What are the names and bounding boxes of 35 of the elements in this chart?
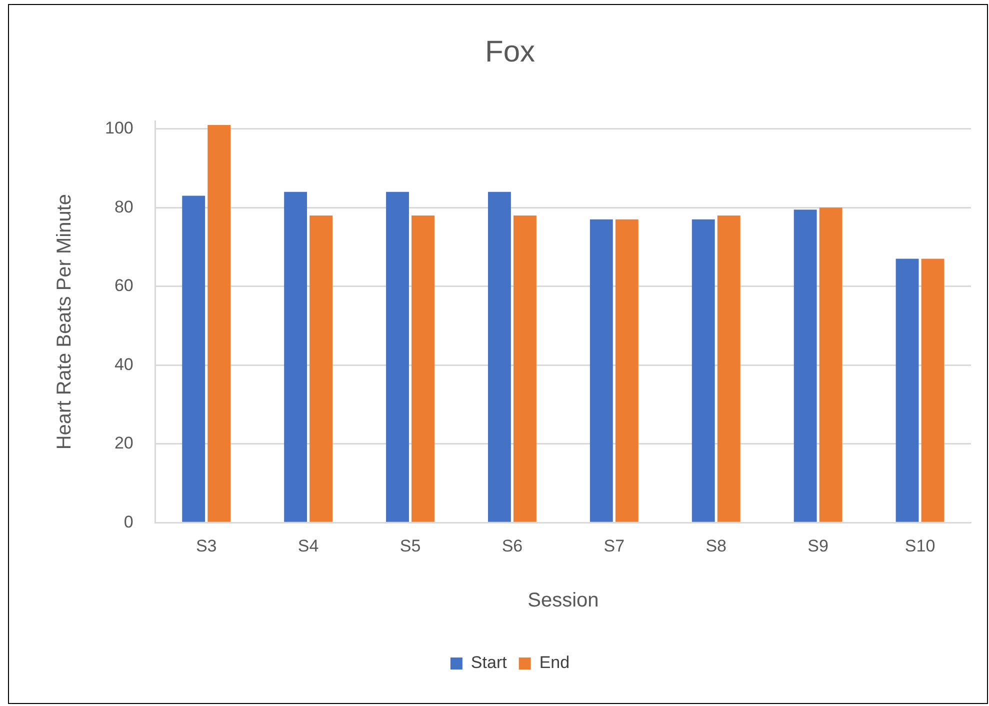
x-tick-label: S10: [904, 536, 936, 556]
y-tick-label: 100: [104, 118, 134, 138]
bar: [513, 215, 536, 522]
x-tick-label: S5: [400, 536, 421, 556]
y-tick-label: 40: [114, 354, 134, 374]
bar: [921, 258, 944, 522]
legend-label: Start: [470, 653, 508, 672]
x-tick-label: S3: [196, 536, 217, 556]
x-tick-label: S4: [298, 536, 319, 556]
bar: [615, 219, 638, 522]
legend-label: End: [539, 653, 570, 672]
x-tick-label: S9: [808, 536, 828, 556]
bar: [284, 192, 308, 522]
bar: [590, 219, 613, 522]
bar: [794, 210, 817, 522]
y-tick-label: 60: [114, 276, 134, 296]
bar: [310, 215, 333, 522]
bar: [896, 258, 919, 522]
y-axis-title: Heart Rate Beats Per Minute: [54, 194, 76, 450]
chart-title: Fox: [484, 35, 536, 68]
x-axis-title: Session: [528, 590, 599, 612]
bar: [208, 124, 231, 522]
bar: [819, 208, 842, 522]
x-tick-label: S8: [706, 536, 727, 556]
y-tick-label: 0: [124, 512, 134, 532]
bar: [182, 196, 206, 522]
y-tick-label: 80: [114, 197, 134, 216]
bar: [717, 215, 740, 522]
bar: [386, 192, 409, 522]
bar: [692, 219, 715, 522]
bar: [488, 192, 511, 522]
x-tick-label: S7: [604, 536, 625, 556]
x-tick-label: S6: [502, 536, 523, 556]
bar: [412, 215, 434, 522]
y-tick-label: 20: [114, 434, 134, 453]
